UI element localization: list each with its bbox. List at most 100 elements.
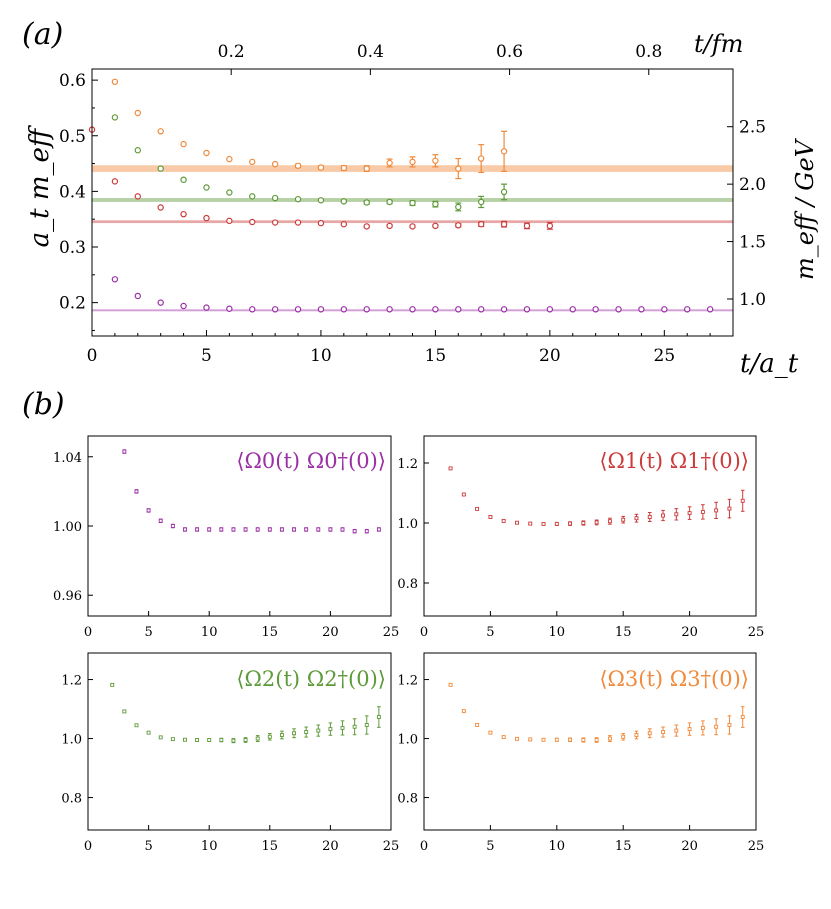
data-point (317, 197, 325, 204)
data-point (700, 509, 705, 514)
data-point (134, 147, 141, 154)
data-point (352, 529, 357, 534)
data-point (340, 306, 348, 313)
data-point (432, 306, 439, 313)
y-axis-label: a_t m_eff (25, 124, 55, 247)
data-point (294, 306, 302, 313)
x-tick-label: 0 (420, 625, 428, 640)
x-tick-label: 5 (486, 625, 494, 640)
panel-label-a: (a) (22, 17, 63, 52)
data-point (294, 162, 302, 169)
data-point (170, 524, 175, 528)
data-point (226, 305, 233, 312)
data-point (501, 518, 506, 523)
fit-band-2 (92, 220, 733, 224)
data-point (740, 498, 745, 503)
data-point (170, 737, 175, 742)
data-point (243, 738, 248, 742)
data-point (727, 723, 732, 727)
data-point (488, 730, 493, 735)
data-point (231, 738, 236, 743)
data-point (255, 736, 260, 741)
data-point (386, 306, 393, 313)
data-point (134, 723, 139, 728)
data-point (111, 276, 119, 283)
x-tick-label: 15 (262, 839, 279, 854)
y-tick-label: 1.0 (61, 733, 82, 748)
data-point (621, 517, 626, 522)
data-point (448, 682, 453, 687)
data-point (607, 736, 612, 741)
data-point (146, 508, 151, 513)
data-point (294, 219, 302, 226)
x-tick-label: 5 (144, 625, 152, 640)
x-axis-label: t/a_t (740, 349, 799, 379)
data-point (448, 466, 453, 471)
data-point (157, 204, 164, 211)
data-point (687, 511, 692, 516)
data-point (554, 737, 559, 742)
data-point (594, 738, 599, 742)
y-tick-label: 0.4 (59, 182, 86, 202)
y-tick-label: 1.2 (61, 674, 82, 689)
data-point (409, 223, 416, 230)
y-tick-label: 0.6 (59, 71, 86, 91)
x-tick-label: 10 (549, 839, 566, 854)
y-tick-label: 0.96 (53, 589, 82, 604)
data-point (727, 506, 732, 511)
y2-axis-label: m_eff / GeV (791, 137, 819, 280)
data-point (568, 521, 573, 526)
data-point (674, 728, 679, 733)
data-point (363, 223, 370, 230)
data-point (432, 222, 439, 230)
y-tick-label: 0.5 (59, 127, 86, 147)
data-point (203, 304, 210, 311)
data-point (317, 164, 325, 171)
data-point (316, 527, 321, 532)
data-point (203, 214, 210, 222)
x-tick-label: 25 (748, 625, 765, 640)
data-point (661, 306, 668, 313)
correlator-title: ⟨Ω0(t) Ω0†(0)⟩ (236, 449, 386, 473)
data-point (316, 728, 321, 733)
correlator-title: ⟨Ω3(t) Ω3†(0)⟩ (599, 667, 749, 691)
x-tick-label: 10 (310, 346, 332, 366)
data-point (134, 109, 141, 117)
data-point (226, 189, 233, 196)
data-point (700, 725, 705, 730)
data-point (340, 198, 348, 205)
x2-tick-label: 0.8 (635, 42, 662, 62)
data-point (279, 527, 284, 532)
data-point (180, 210, 187, 218)
data-point (455, 222, 462, 229)
data-point (615, 306, 622, 313)
data-point (207, 738, 212, 742)
data-point (409, 306, 416, 313)
data-point (231, 527, 236, 532)
data-point (180, 176, 187, 183)
data-point (581, 738, 586, 742)
data-point (554, 521, 559, 526)
data-point (340, 725, 345, 730)
y2-tick-label: 1.5 (739, 233, 766, 253)
plot-frame (87, 652, 392, 831)
data-point (461, 709, 466, 714)
data-point (340, 220, 348, 228)
data-point (376, 715, 381, 719)
data-point (134, 489, 139, 494)
data-point (134, 292, 141, 300)
data-point (376, 527, 381, 532)
x-tick-label: 25 (748, 839, 765, 854)
x-tick-label: 5 (201, 346, 212, 366)
data-point (477, 198, 485, 206)
data-point (249, 218, 256, 226)
data-point (569, 306, 576, 313)
x-tick-label: 20 (322, 839, 339, 854)
plot-frame (423, 435, 757, 617)
data-point (363, 199, 370, 206)
x-tick-label: 10 (549, 625, 566, 640)
panel-label-b: (b) (22, 387, 65, 422)
data-point (255, 527, 260, 532)
data-point (541, 521, 546, 526)
x-tick-label: 10 (201, 839, 218, 854)
